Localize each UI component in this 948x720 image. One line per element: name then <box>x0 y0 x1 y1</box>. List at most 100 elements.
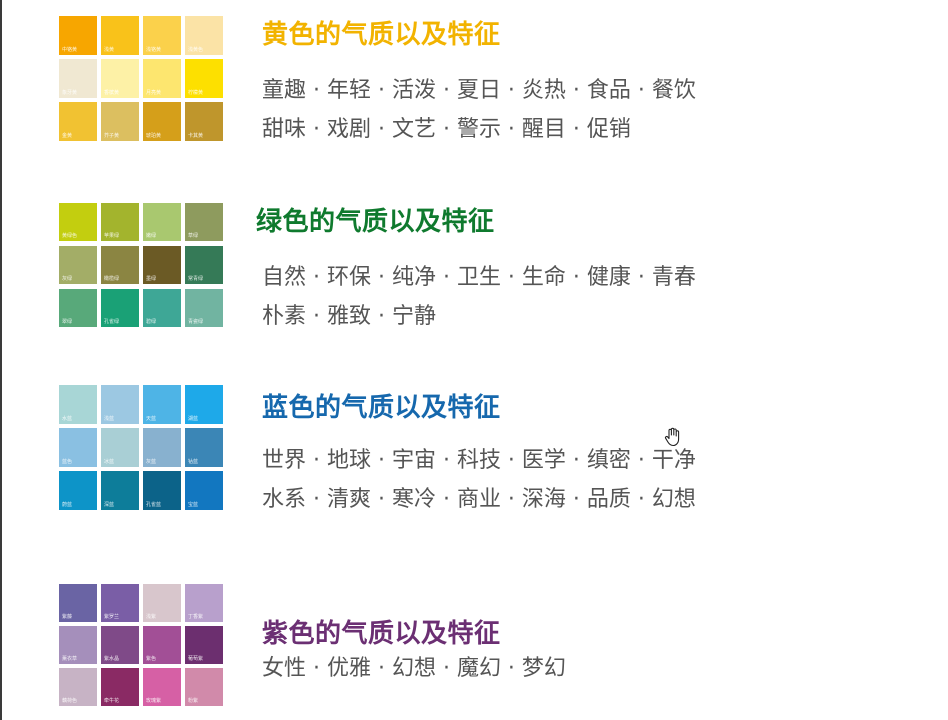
swatch-label: 嫩绿 <box>146 233 157 239</box>
keyword-block: 自然 · 环保 · 纯净 · 卫生 · 生命 · 健康 · 青春 朴素 · 雅致… <box>262 258 696 336</box>
swatch-label: 玫瑰紫 <box>146 698 162 704</box>
color-swatch: 浅黄 <box>101 16 139 55</box>
swatch-label: 紫色 <box>146 656 157 662</box>
keyword-block: 女性 · 优雅 · 幻想 · 魔幻 · 梦幻 <box>262 649 566 688</box>
swatch-label: 黄绿色 <box>62 233 78 239</box>
keyword-line: 女性 · 优雅 · 幻想 · 魔幻 · 梦幻 <box>262 656 566 681</box>
color-swatch: 冰蓝 <box>101 428 139 467</box>
color-swatch: 浅铬黄 <box>143 16 181 55</box>
color-swatch: 丁香紫 <box>185 584 223 622</box>
color-swatch: 浅蓝 <box>101 385 139 424</box>
section-title: 黄色的气质以及特征 <box>262 20 501 50</box>
color-swatch: 黄绿色 <box>59 203 97 241</box>
keyword-line: 自然 · 环保 · 纯净 · 卫生 · 生命 · 健康 · 青春 <box>262 265 696 290</box>
color-swatch: 蓝色 <box>59 428 97 467</box>
swatch-label: 丁香紫 <box>188 614 204 620</box>
keyword-line: 童趣 · 年轻 · 活泼 · 夏日 · 炎热 · 食品 · 餐饮 <box>262 78 696 103</box>
color-swatch: 浅黄色 <box>185 16 223 55</box>
color-swatch: 中铬黄 <box>59 16 97 55</box>
swatch-label: 蔚蓝 <box>62 502 73 508</box>
keyword-line: 甜味 · 戏剧 · 文艺 · 警示 · 醒目 · 促销 <box>262 117 631 142</box>
blue-swatch-grid: 水蓝 浅蓝 天蓝 湖蓝蓝色 冰蓝 灰蓝 钴蓝蔚蓝 深蓝 孔雀蓝 宝蓝 <box>59 385 223 510</box>
swatch-label: 橄榄绿 <box>104 276 120 282</box>
swatch-label: 常青绿 <box>188 276 204 282</box>
keyword-line: 世界 · 地球 · 宇宙 · 科技 · 医学 · 缜密 · 干净 <box>262 448 696 473</box>
swatch-label: 浅铬黄 <box>146 47 162 53</box>
swatch-label: 香槟黄 <box>104 90 120 96</box>
swatch-label: 薰衣草 <box>62 656 78 662</box>
swatch-label: 宝蓝 <box>188 502 199 508</box>
swatch-label: 水蓝 <box>62 416 73 422</box>
color-swatch: 青瓷绿 <box>185 289 223 327</box>
green-swatch-grid: 黄绿色 苹果绿 嫩绿 草绿 灰绿 橄榄绿 墨绿 常青绿 翠绿 孔雀绿 碧绿 青瓷绿 <box>59 203 223 327</box>
swatch-label: 琥珀黄 <box>146 133 162 139</box>
color-swatch: 橄榄绿 <box>101 246 139 284</box>
swatch-label: 孔雀蓝 <box>146 502 162 508</box>
swatch-label: 月亮黄 <box>146 90 162 96</box>
color-swatch: 象牙黄 <box>59 59 97 98</box>
swatch-label: 葡萄紫 <box>188 656 204 662</box>
color-swatch: 灰蓝 <box>143 428 181 467</box>
swatch-label: 碧绿 <box>146 319 157 325</box>
color-swatch: 水蓝 <box>59 385 97 424</box>
color-swatch: 琥珀黄 <box>143 102 181 141</box>
swatch-label: 牵牛花 <box>104 698 120 704</box>
swatch-label: 浅黄色 <box>188 47 204 53</box>
color-swatch: 紫色 <box>143 626 181 664</box>
swatch-label: 中铬黄 <box>62 47 78 53</box>
color-swatch: 葡萄紫 <box>185 626 223 664</box>
color-swatch: 月亮黄 <box>143 59 181 98</box>
color-swatch: 蔚蓝 <box>59 471 97 510</box>
color-swatch: 草绿 <box>185 203 223 241</box>
color-swatch: 卡其黄 <box>185 102 223 141</box>
swatch-label: 柠檬黄 <box>188 90 204 96</box>
swatch-label: 卡其黄 <box>188 133 204 139</box>
color-swatch: 深蓝 <box>101 471 139 510</box>
keyword-line: 水系 · 清爽 · 寒冷 · 商业 · 深海 · 品质 · 幻想 <box>262 487 696 512</box>
swatch-label: 墨绿 <box>146 276 157 282</box>
keyword-block: 世界 · 地球 · 宇宙 · 科技 · 医学 · 缜密 · 干净 水系 · 清爽… <box>262 441 696 519</box>
swatch-label: 深蓝 <box>104 502 115 508</box>
keyword-block: 童趣 · 年轻 · 活泼 · 夏日 · 炎热 · 食品 · 餐饮 甜味 · 戏剧… <box>262 71 696 149</box>
swatch-label: 青瓷绿 <box>188 319 204 325</box>
color-swatch: 湖蓝 <box>185 385 223 424</box>
color-swatch: 玫瑰紫 <box>143 668 181 706</box>
section-title: 紫色的气质以及特征 <box>262 619 501 649</box>
hand-pointer-cursor-icon <box>664 427 680 447</box>
color-swatch: 苹果绿 <box>101 203 139 241</box>
swatch-label: 浅蓝 <box>104 416 115 422</box>
swatch-label: 金黄 <box>62 133 73 139</box>
color-swatch: 紫罗兰 <box>101 584 139 622</box>
swatch-label: 天蓝 <box>146 416 157 422</box>
color-swatch: 天蓝 <box>143 385 181 424</box>
swatch-label: 草绿 <box>188 233 199 239</box>
swatch-label: 灰蓝 <box>146 459 157 465</box>
swatch-label: 紫罗兰 <box>104 614 120 620</box>
color-swatch: 灰绿 <box>59 246 97 284</box>
swatch-label: 浅黄 <box>104 47 115 53</box>
color-swatch: 孔雀绿 <box>101 289 139 327</box>
color-swatch: 藕荷色 <box>59 668 97 706</box>
color-swatch: 牵牛花 <box>101 668 139 706</box>
color-swatch: 紫水晶 <box>101 626 139 664</box>
swatch-label: 紫水晶 <box>104 656 120 662</box>
swatch-label: 冰蓝 <box>104 459 115 465</box>
swatch-label: 藕荷色 <box>62 698 78 704</box>
swatch-label: 湖蓝 <box>188 416 199 422</box>
color-swatch: 粉紫 <box>185 668 223 706</box>
color-swatch: 宝蓝 <box>185 471 223 510</box>
color-swatch: 芥子黄 <box>101 102 139 141</box>
purple-swatch-grid: 紫藤 紫罗兰 浅紫 丁香紫薰衣草 紫水晶 紫色 葡萄紫藕荷色 牵牛花 玫瑰紫 粉紫 <box>59 584 223 706</box>
color-swatch: 孔雀蓝 <box>143 471 181 510</box>
color-swatch: 浅紫 <box>143 584 181 622</box>
swatch-label: 蓝色 <box>62 459 73 465</box>
swatch-label: 钴蓝 <box>188 459 199 465</box>
color-swatch: 碧绿 <box>143 289 181 327</box>
section-title: 绿色的气质以及特征 <box>256 207 495 237</box>
swatch-label: 浅紫 <box>146 614 157 620</box>
left-edge-border <box>0 0 2 720</box>
swatch-label: 象牙黄 <box>62 90 78 96</box>
color-swatch: 紫藤 <box>59 584 97 622</box>
keyword-line: 朴素 · 雅致 · 宁静 <box>262 304 436 329</box>
section-title: 蓝色的气质以及特征 <box>262 393 501 423</box>
